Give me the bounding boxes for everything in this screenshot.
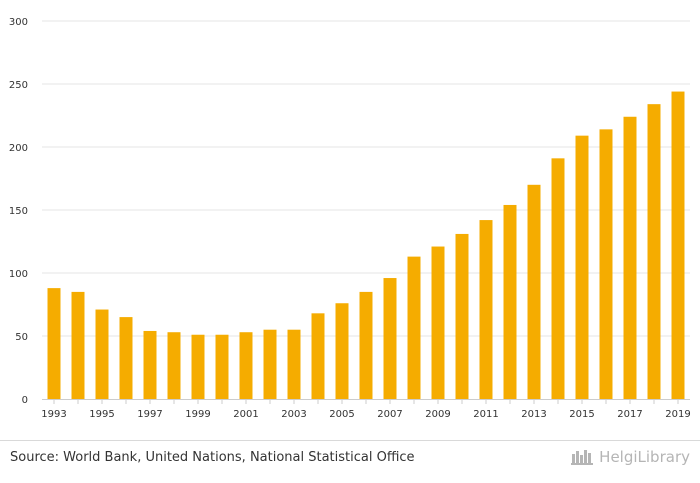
bar-2004 — [311, 313, 325, 399]
bar-1994 — [71, 291, 85, 399]
y-tick-label: 100 — [9, 269, 28, 280]
x-tick-label: 2005 — [329, 409, 354, 420]
bar-2001 — [239, 332, 253, 399]
bar-chart: 0 50 100 150 200 250 300 1993 1995 1997 1999 2001 20… — [9, 17, 691, 420]
x-tick-label: 2017 — [617, 409, 642, 420]
y-tick-label: 0 — [22, 395, 28, 406]
bar-2015 — [575, 135, 589, 399]
bar-1998 — [167, 332, 181, 399]
bar-2013 — [527, 184, 541, 399]
bar-2002 — [263, 329, 277, 399]
x-tick-label: 2009 — [425, 409, 450, 420]
x-tick-label: 2007 — [377, 409, 402, 420]
brand-name: HelgiLibrary — [599, 448, 690, 466]
bar-2019 — [671, 91, 685, 399]
bar-2014 — [551, 158, 565, 399]
bar-2003 — [287, 329, 301, 399]
x-tick-label: 2015 — [569, 409, 594, 420]
bar-2016 — [599, 129, 613, 400]
bar-2000 — [215, 334, 229, 399]
bar-2011 — [479, 220, 493, 399]
bar-2009 — [431, 246, 445, 399]
bar-2017 — [623, 116, 637, 399]
y-tick-label: 50 — [15, 332, 28, 343]
y-tick-label: 300 — [9, 17, 28, 28]
bar-1997 — [143, 330, 157, 399]
x-tick-label: 2011 — [473, 409, 498, 420]
bar-1995 — [95, 309, 109, 399]
bar-2012 — [503, 204, 517, 399]
x-tick-label: 1999 — [185, 409, 210, 420]
x-tick-label: 2001 — [233, 409, 258, 420]
y-tick-label: 150 — [9, 206, 28, 217]
bar-1993 — [47, 288, 61, 399]
bar-1996 — [119, 317, 133, 399]
brand-logo[interactable]: HelgiLibrary — [571, 448, 690, 466]
y-tick-label: 250 — [9, 80, 28, 91]
x-tick-label: 2019 — [665, 409, 690, 420]
footer-divider — [0, 440, 700, 441]
bar-2007 — [383, 278, 397, 399]
bar-2008 — [407, 256, 421, 399]
x-tick-label: 1993 — [41, 409, 66, 420]
y-tick-label: 200 — [9, 143, 28, 154]
bar-2018 — [647, 104, 661, 399]
bar-2005 — [335, 303, 349, 399]
x-tick-label: 2013 — [521, 409, 546, 420]
x-tick-label: 1997 — [137, 409, 162, 420]
bar-2006 — [359, 291, 373, 399]
bar-2010 — [455, 233, 469, 399]
source-note: Source: World Bank, United Nations, Nati… — [10, 450, 415, 465]
bar-1999 — [191, 334, 205, 399]
library-icon — [571, 450, 594, 465]
x-tick-label: 2003 — [281, 409, 306, 420]
x-tick-label: 1995 — [89, 409, 114, 420]
